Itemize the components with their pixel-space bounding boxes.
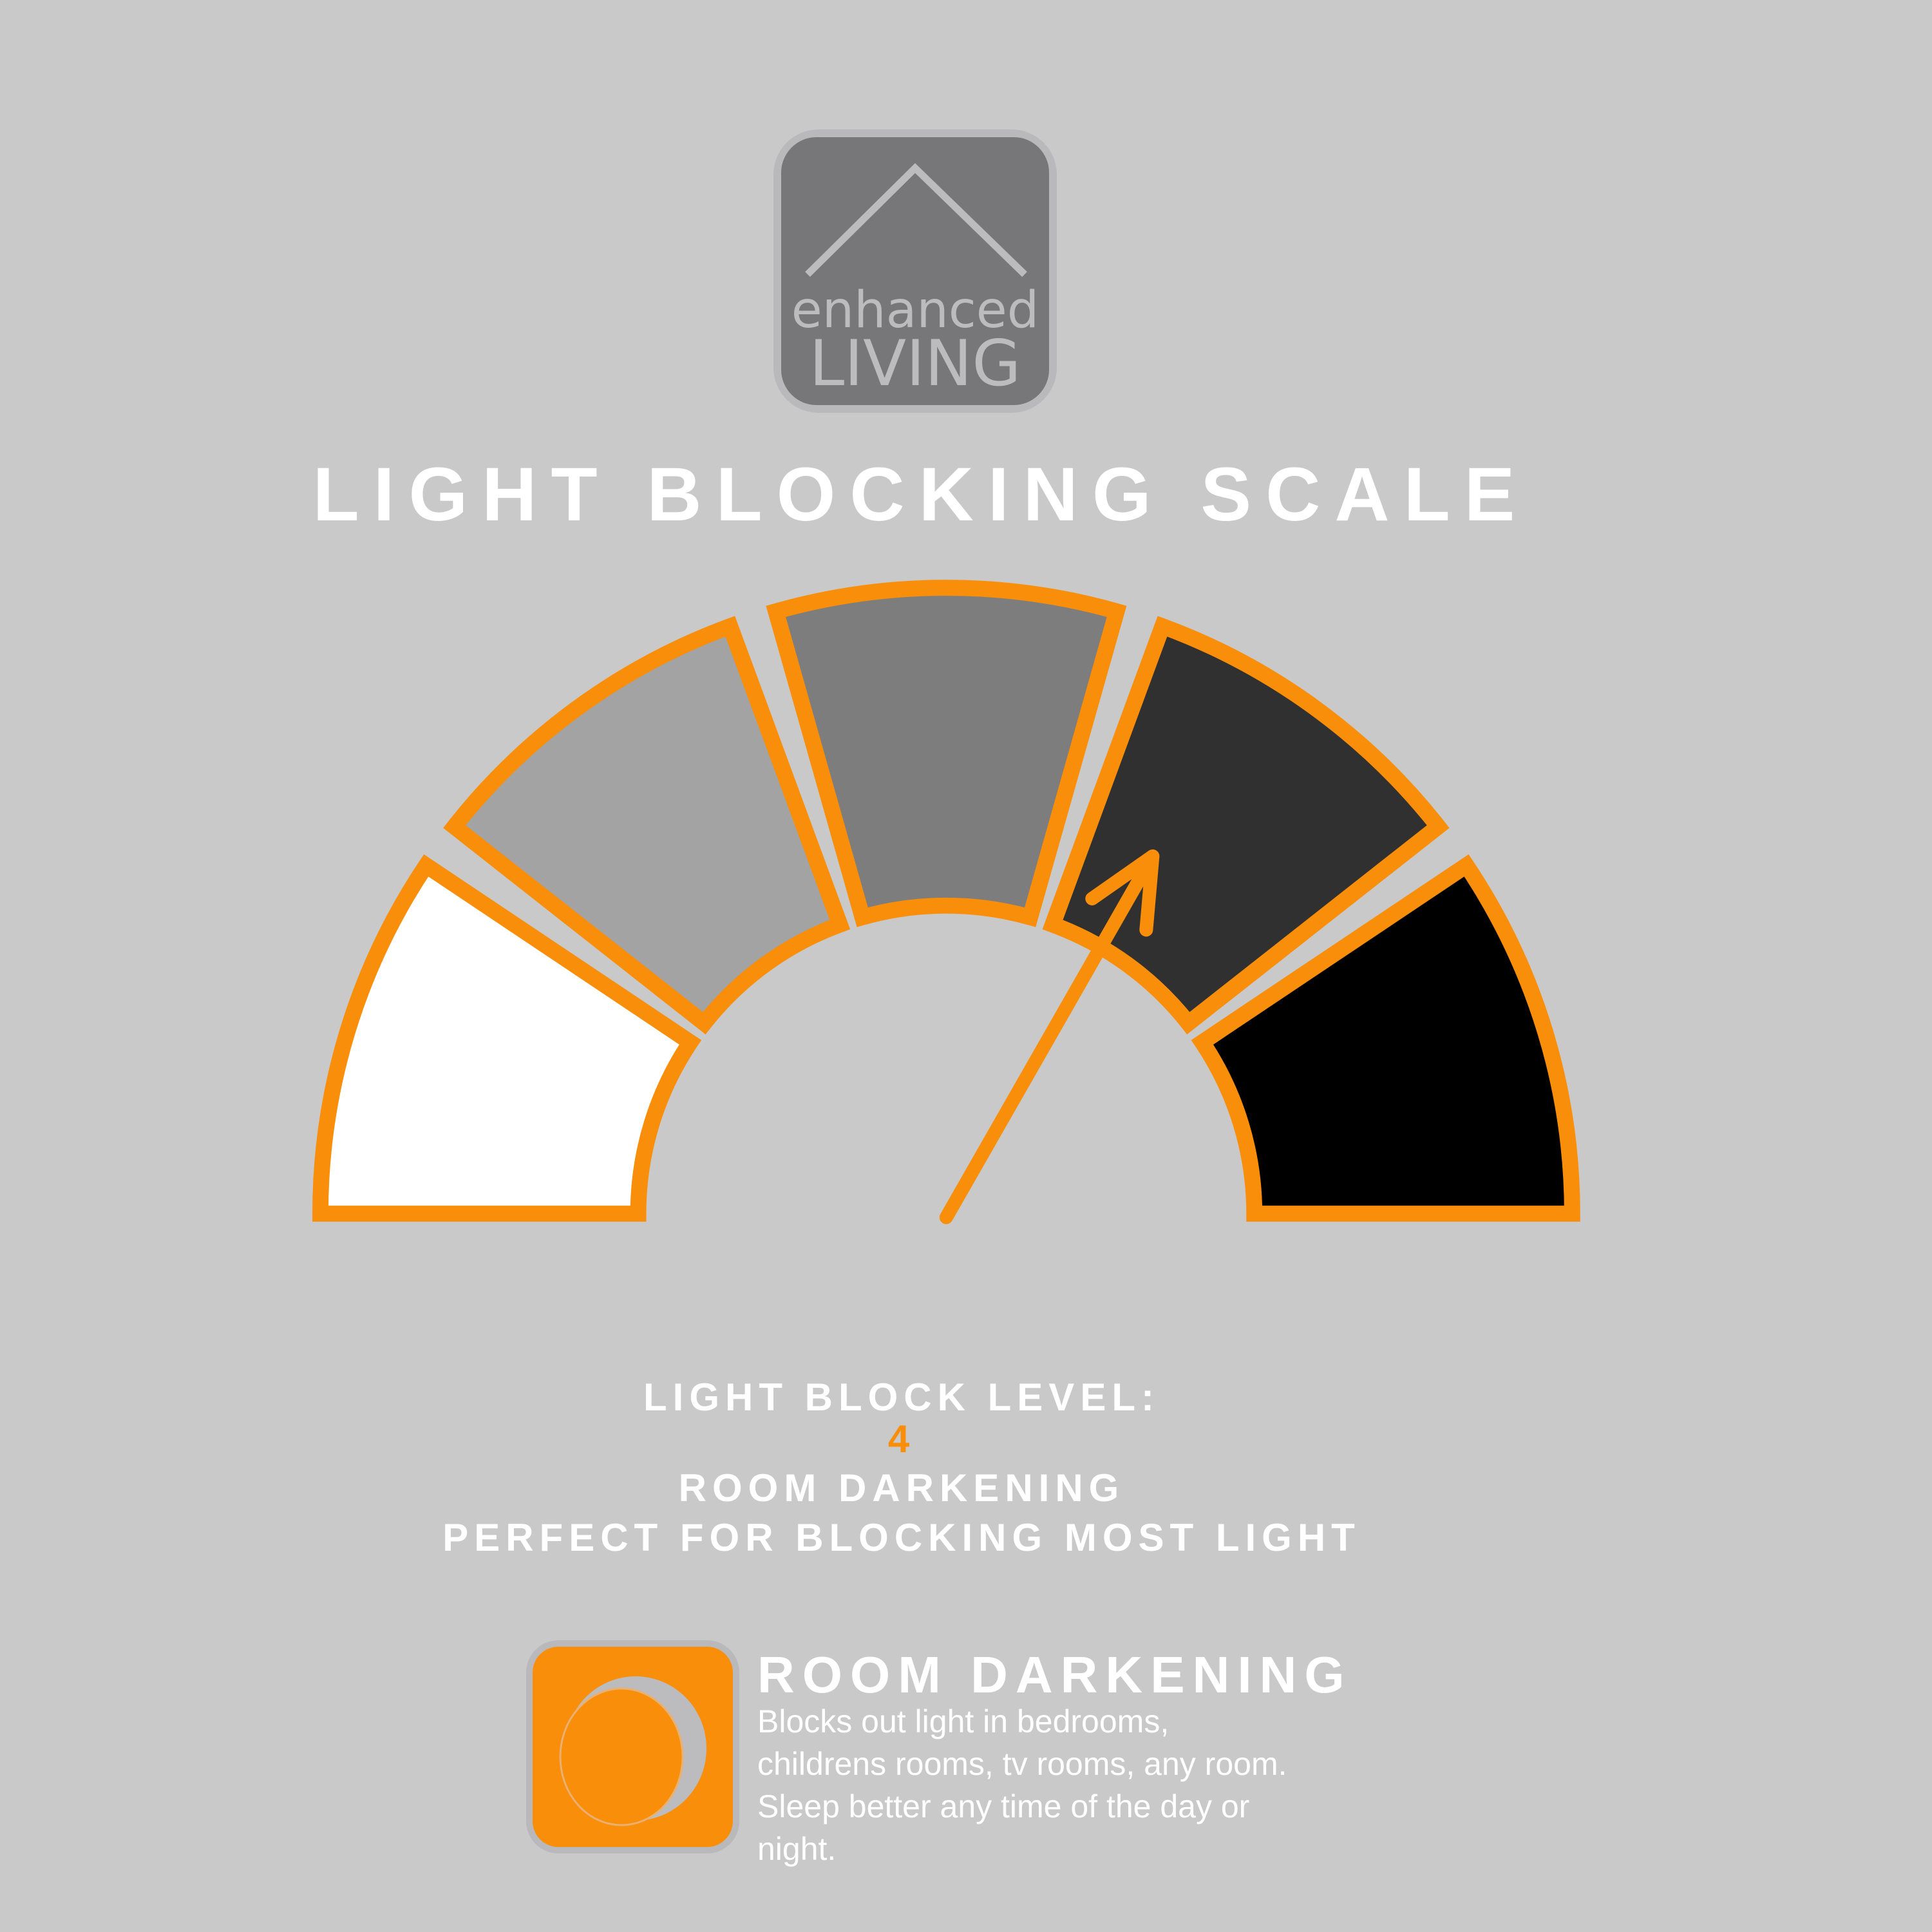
gauge-needle-arrow-icon [939,849,1160,1224]
logo-line2: LIVING [810,327,1021,401]
level-value: 4 [887,1417,916,1461]
gauge-segment-5 [1191,854,1580,1222]
level-label: LIGHT BLOCK LEVEL: [643,1376,1160,1419]
description-line: Blocks out light in bedrooms, [757,1703,1170,1739]
description-line: night. [757,1831,837,1867]
gauge-segment-1 [312,854,702,1222]
gauge-segment-3 [766,580,1127,927]
description-line: Sleep better any time of the day or [757,1788,1250,1824]
category-title: ROOM DARKENING [757,1646,1352,1703]
level-description: PERFECT FOR BLOCKING MOST LIGHT [442,1516,1361,1559]
logo-line1: enhanced [791,281,1039,339]
description-line: childrens rooms, tv rooms, any room. [757,1746,1287,1782]
enhanced-living-logo: enhanced LIVING [773,129,1057,413]
moon-icon [526,1640,739,1853]
category-description: Blocks out light in bedrooms, childrens … [757,1700,1337,1870]
level-name: ROOM DARKENING [678,1466,1125,1510]
page-title: LIGHT BLOCKING SCALE [312,452,1530,537]
gauge-segment-2 [443,616,851,1035]
house-roof-icon [805,163,1027,277]
